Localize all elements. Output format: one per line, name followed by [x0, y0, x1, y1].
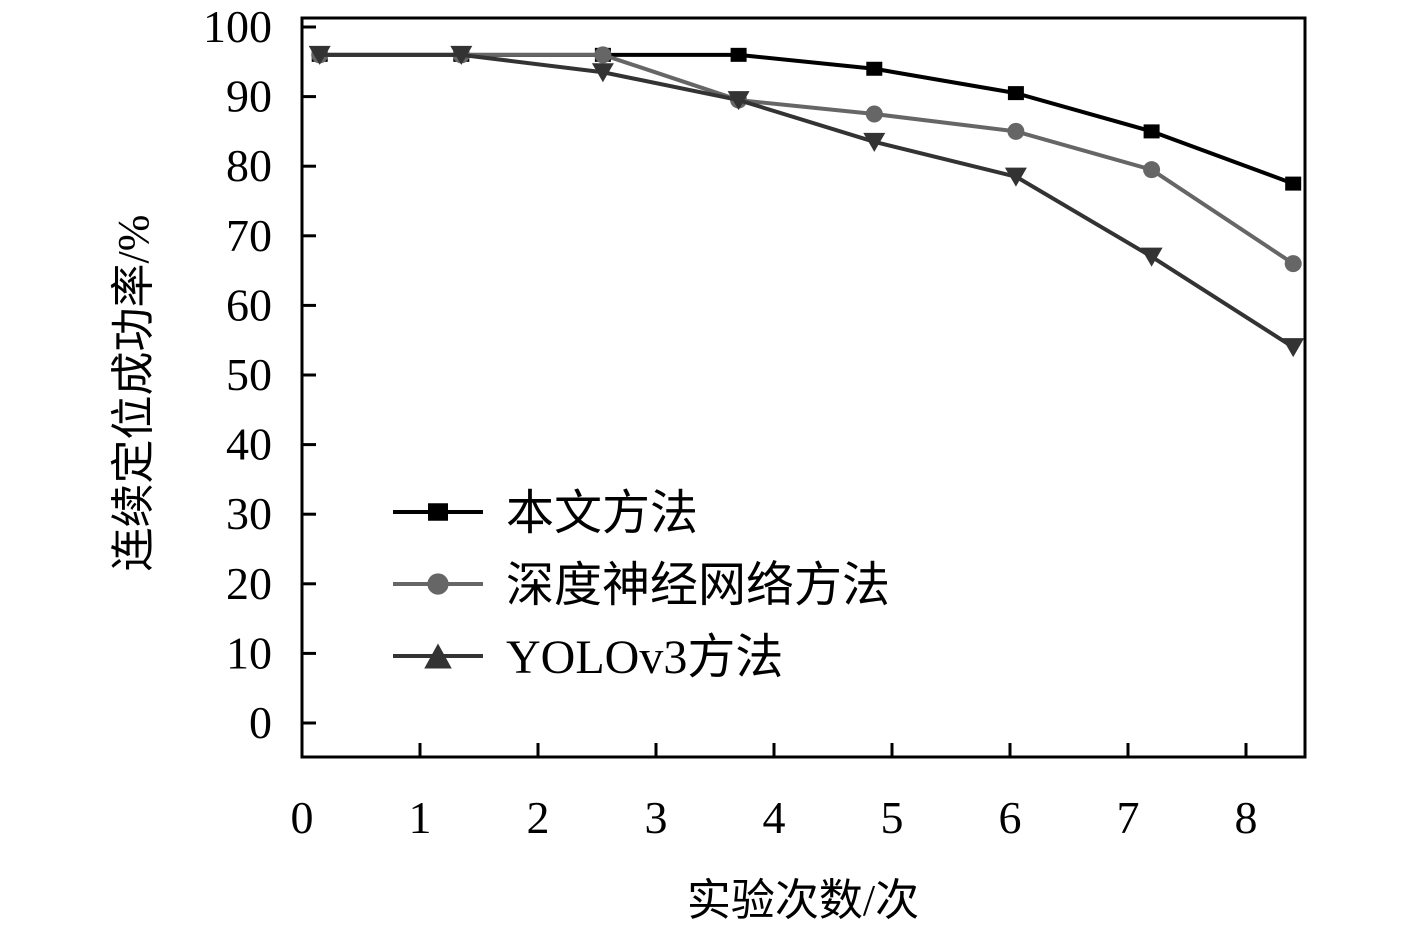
y-tick-label: 50: [226, 349, 272, 400]
data-point: [1004, 167, 1027, 187]
data-point: [1007, 122, 1025, 140]
x-tick-label: 4: [763, 792, 786, 843]
y-tick-label: 10: [226, 627, 272, 678]
y-tick-label: 80: [226, 140, 272, 191]
legend-marker: [424, 643, 452, 669]
data-point: [1007, 86, 1024, 101]
y-tick-label: 60: [226, 279, 272, 330]
data-point: [727, 91, 750, 111]
x-tick-label: 0: [291, 792, 314, 843]
y-tick-label: 0: [249, 697, 272, 748]
data-point: [1143, 124, 1160, 139]
data-point: [591, 63, 614, 83]
legend-marker: [427, 573, 449, 595]
x-tick-label: 8: [1235, 792, 1258, 843]
y-tick-label: 40: [226, 419, 272, 470]
data-point: [865, 105, 883, 123]
y-tick-label: 20: [226, 558, 272, 609]
legend-label: YOLOv3方法: [506, 631, 783, 684]
series-line-3: [319, 52, 1295, 349]
x-tick-label: 3: [645, 792, 668, 843]
legend-label: 本文方法: [506, 487, 698, 540]
y-axis-label: 连续定位成功率/%: [109, 215, 158, 572]
y-tick-label: 100: [203, 1, 272, 52]
legend-label: 深度神经网络方法: [506, 559, 890, 612]
y-tick-label: 30: [226, 488, 272, 539]
data-point: [1143, 161, 1161, 179]
data-point: [730, 47, 747, 62]
y-tick-label: 70: [226, 210, 272, 261]
data-point: [308, 45, 331, 65]
data-point: [1282, 338, 1305, 358]
x-tick-label: 5: [881, 792, 904, 843]
series-line-2: [319, 52, 1295, 266]
x-tick-label: 6: [999, 792, 1022, 843]
x-tick-label: 1: [409, 792, 432, 843]
data-point: [1284, 255, 1302, 273]
data-point: [594, 46, 612, 64]
plot-frame: [300, 16, 1307, 759]
x-tick-label: 2: [527, 792, 550, 843]
data-point: [450, 45, 473, 65]
data-point: [863, 132, 886, 152]
data-point: [866, 61, 883, 76]
data-point: [1285, 176, 1302, 191]
data-point: [1140, 247, 1163, 267]
legend-marker: [428, 503, 448, 521]
x-axis-label: 实验次数/次: [687, 876, 919, 925]
y-tick-label: 90: [226, 71, 272, 122]
x-tick-label: 7: [1117, 792, 1140, 843]
